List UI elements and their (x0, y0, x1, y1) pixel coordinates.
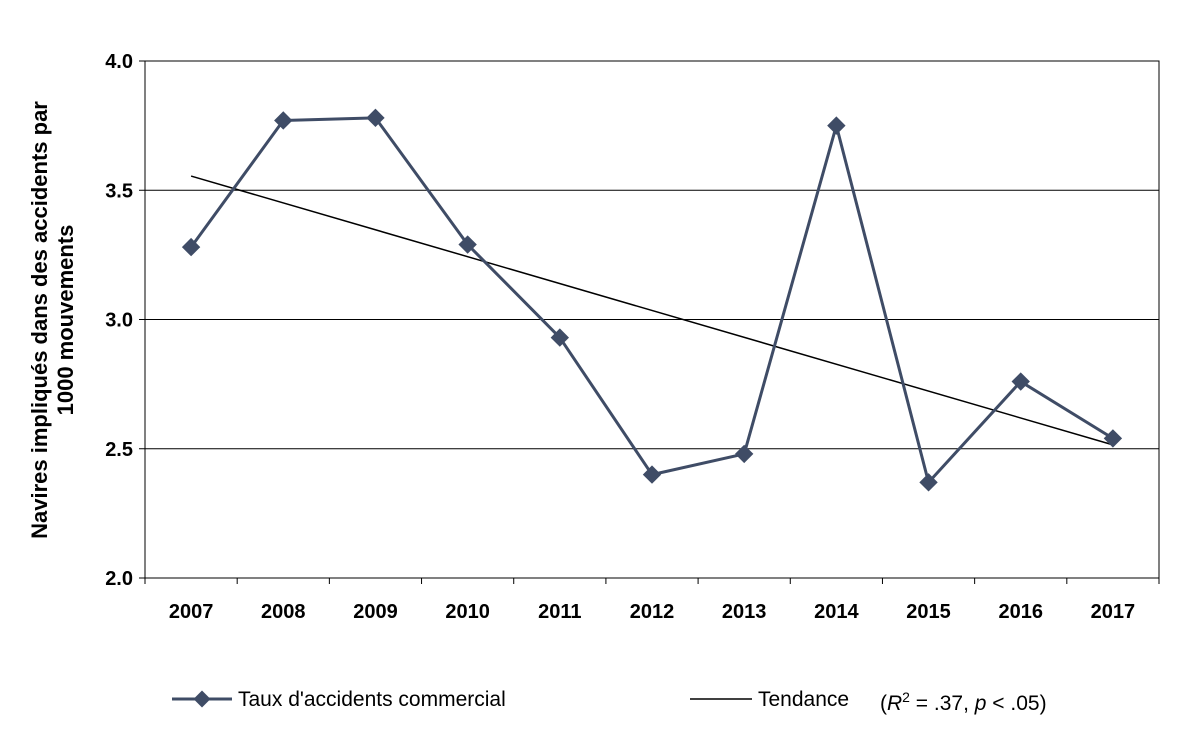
x-tick-label-2013: 2013 (722, 601, 767, 623)
data-point-2017 (1103, 429, 1123, 448)
legend-series-marker (193, 690, 211, 708)
x-tick-label-2014: 2014 (814, 601, 859, 623)
data-point-2015 (919, 473, 938, 492)
y-tick-label-3.0: 3.0 (105, 310, 133, 332)
stats-r-exp: 2 (902, 689, 910, 705)
y-tick-label-2.5: 2.5 (105, 439, 133, 461)
legend-trend-label: Tendance (758, 688, 849, 711)
series-group (181, 108, 1123, 492)
data-point-2014 (827, 116, 846, 135)
y-tick-label-4.0: 4.0 (105, 51, 133, 73)
legend-trend-stats: (R2 = .37, p < .05) (880, 689, 1047, 715)
stats-r-value: = .37, (910, 692, 975, 715)
data-point-2009 (366, 108, 385, 128)
data-point-2016 (1011, 372, 1030, 391)
x-tick-label-2007: 2007 (169, 601, 214, 623)
data-point-2013 (734, 444, 754, 464)
trend-line-group (190, 175, 1114, 446)
x-tick-label-2012: 2012 (630, 601, 675, 623)
x-tick-label-2008: 2008 (261, 601, 306, 623)
y-tick-label-2.0: 2.0 (105, 568, 133, 590)
legend-series-label: Taux d'accidents commercial (238, 688, 506, 711)
data-point-2007 (181, 237, 201, 257)
y-axis-title: Navires impliqués dans des accidents par… (27, 101, 78, 539)
x-tick-label-2010: 2010 (445, 601, 490, 623)
y-axis: 2.0 2.5 3.0 3.5 4.0 (105, 51, 145, 590)
stats-p-value: < .05) (986, 692, 1046, 715)
x-tick-label-2017: 2017 (1091, 601, 1136, 623)
data-point-2012 (642, 465, 662, 484)
gridlines (145, 189, 1159, 450)
stats-r-label: R (887, 692, 902, 715)
data-point-2008 (274, 111, 293, 130)
x-tick-label-2015: 2015 (906, 601, 951, 623)
x-axis: 2007 2008 2009 2010 2011 2012 2013 2014 2015 2016… (144, 578, 1160, 623)
stats-open-paren: ( (880, 692, 887, 715)
x-tick-label-2011: 2011 (538, 601, 581, 623)
x-tick-label-2009: 2009 (353, 601, 398, 623)
legend: Taux d'accidents commercial Tendance (R2… (172, 688, 1047, 715)
data-point-2010 (458, 235, 477, 254)
x-tick-label-2016: 2016 (998, 601, 1043, 623)
y-axis-title-line2: 1000 mouvements (53, 225, 78, 416)
stats-p-label: p (974, 692, 987, 715)
y-tick-label-3.5: 3.5 (105, 180, 133, 202)
data-point-2011 (550, 328, 570, 347)
y-axis-title-line1: Navires impliqués dans des accidents par (27, 101, 52, 539)
trend-line (190, 175, 1114, 446)
